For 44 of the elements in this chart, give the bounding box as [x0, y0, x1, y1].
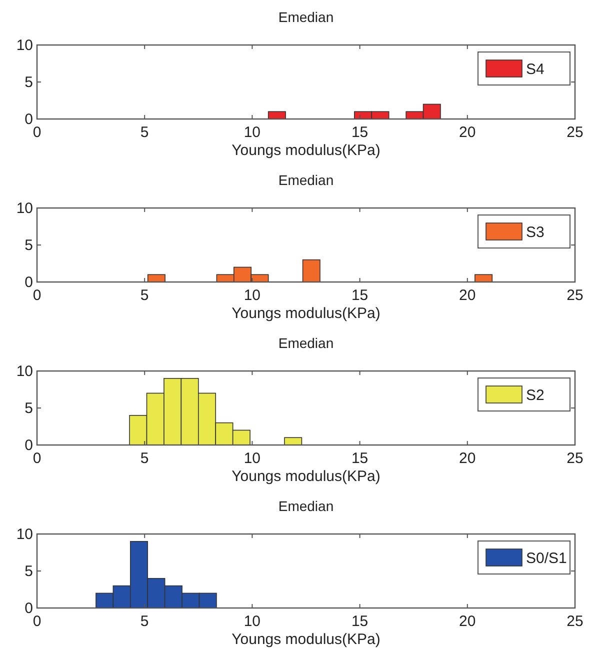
chart-title: Emedian: [278, 172, 334, 188]
y-tick-label: 0: [24, 437, 33, 454]
x-tick-label: 15: [351, 124, 368, 141]
legend-label: S3: [526, 224, 544, 241]
legend-label: S0/S1: [526, 550, 567, 567]
x-tick-label: 5: [140, 613, 149, 630]
x-tick-label: 20: [459, 287, 476, 304]
x-tick-label: 15: [351, 450, 368, 467]
x-tick-label: 20: [459, 613, 476, 630]
x-axis-title: Youngs modulus(KPa): [232, 631, 380, 648]
x-tick-label: 5: [140, 450, 149, 467]
x-tick-label: 10: [244, 613, 261, 630]
x-tick-label: 5: [140, 124, 149, 141]
x-tick-label: 25: [566, 124, 584, 141]
y-tick-label: 5: [24, 237, 33, 254]
legend-label: S2: [526, 387, 544, 404]
y-tick-label: 10: [16, 200, 33, 217]
legend-label: S4: [526, 61, 544, 78]
y-tick-label: 0: [24, 111, 33, 128]
chart-title: Emedian: [278, 498, 334, 514]
y-tick-label: 0: [24, 274, 33, 291]
x-axis-title: Youngs modulus(KPa): [232, 142, 380, 159]
x-tick-label: 5: [140, 287, 149, 304]
x-axis-title: Youngs modulus(KPa): [232, 468, 380, 485]
x-axis-title: Youngs modulus(KPa): [232, 305, 380, 322]
x-tick-label: 20: [459, 450, 476, 467]
y-tick-label: 0: [24, 600, 33, 617]
x-tick-label: 25: [566, 613, 584, 630]
y-tick-label: 5: [24, 400, 33, 417]
x-tick-label: 10: [244, 124, 261, 141]
y-tick-label: 5: [24, 74, 33, 91]
x-tick-label: 20: [459, 124, 476, 141]
chart-title: Emedian: [278, 335, 334, 351]
y-tick-label: 10: [16, 526, 33, 543]
y-tick-label: 5: [24, 563, 33, 580]
y-tick-label: 10: [16, 363, 33, 380]
x-tick-label: 10: [244, 450, 261, 467]
y-tick-label: 10: [16, 37, 33, 54]
chart-title: Emedian: [278, 9, 334, 25]
x-tick-label: 25: [566, 287, 584, 304]
x-tick-label: 25: [566, 450, 584, 467]
x-tick-label: 10: [244, 287, 261, 304]
x-tick-label: 15: [351, 613, 368, 630]
x-tick-label: 15: [351, 287, 368, 304]
